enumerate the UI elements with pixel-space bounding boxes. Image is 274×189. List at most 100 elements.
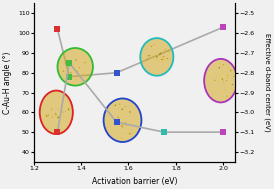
Point (159, 58, 164, 61)
Point (62, 124, 66, 127)
Point (53, 105, 57, 108)
X-axis label: Activation barrier (eV): Activation barrier (eV) (92, 177, 177, 186)
Point (57, 115, 61, 118)
Point (69, 71, 73, 74)
Point (147, 54, 151, 57)
Point (119, 137, 123, 140)
Point (109, 112, 113, 115)
Point (119, 112, 123, 115)
Point (74, 81, 78, 84)
Point (214, 70, 218, 74)
Point (73, 66, 78, 69)
Point (61, 70, 66, 73)
Point (224, 79, 229, 82)
Point (160, 58, 165, 61)
Point (50, 115, 54, 118)
Point (166, 50, 170, 53)
Point (121, 115, 125, 118)
Ellipse shape (58, 48, 93, 86)
Point (230, 83, 235, 86)
Point (123, 105, 127, 108)
Point (212, 86, 216, 89)
Point (157, 68, 161, 71)
Point (221, 80, 226, 83)
Point (212, 79, 217, 82)
Point (67, 106, 72, 109)
Point (156, 53, 160, 56)
Point (74, 78, 78, 81)
Point (221, 63, 226, 66)
Point (74, 70, 78, 73)
Point (220, 78, 225, 81)
Point (154, 58, 159, 61)
Y-axis label: Effective d-band center (eV): Effective d-band center (eV) (264, 33, 270, 132)
Point (157, 61, 161, 64)
Point (223, 88, 227, 91)
Point (152, 46, 157, 49)
Point (120, 132, 124, 135)
Point (71, 63, 75, 66)
Point (219, 74, 223, 77)
Point (232, 75, 236, 78)
Point (53, 117, 58, 120)
Point (73, 68, 78, 71)
Point (145, 57, 150, 60)
Point (66, 108, 71, 111)
Point (221, 74, 226, 77)
Point (225, 95, 229, 98)
Point (226, 74, 230, 77)
Point (128, 132, 132, 136)
Point (164, 44, 169, 47)
Point (56, 116, 60, 119)
Point (113, 104, 118, 107)
Point (77, 66, 82, 69)
Point (161, 55, 166, 58)
Point (148, 54, 152, 57)
Point (164, 48, 168, 51)
Point (206, 71, 211, 74)
Point (46, 114, 50, 117)
Point (116, 120, 120, 123)
Point (221, 90, 226, 93)
Point (61, 115, 65, 118)
Point (67, 107, 71, 110)
Point (111, 104, 115, 107)
Point (77, 61, 81, 64)
Point (157, 53, 161, 56)
Point (70, 60, 74, 64)
Point (62, 117, 67, 120)
Point (58, 101, 62, 105)
Point (81, 72, 85, 75)
Point (66, 63, 71, 66)
Y-axis label: C-Au-H angle (°): C-Au-H angle (°) (4, 51, 13, 114)
Point (64, 109, 68, 112)
Point (127, 132, 132, 135)
Point (54, 113, 58, 116)
Point (51, 116, 55, 119)
Point (45, 121, 50, 124)
Point (64, 62, 68, 65)
Point (75, 66, 79, 69)
Point (75, 70, 79, 73)
Point (83, 61, 87, 64)
Point (222, 82, 227, 85)
Point (152, 43, 156, 46)
Point (81, 59, 86, 62)
Point (44, 114, 49, 117)
Point (50, 121, 54, 124)
Point (120, 108, 124, 111)
Point (116, 116, 120, 119)
Point (223, 92, 227, 95)
Point (225, 77, 230, 80)
Point (158, 53, 162, 56)
Point (149, 45, 154, 48)
Ellipse shape (40, 91, 73, 134)
Ellipse shape (140, 38, 173, 76)
Point (61, 111, 65, 114)
Point (154, 58, 158, 61)
Point (123, 121, 128, 124)
Point (162, 49, 166, 52)
Point (115, 113, 119, 116)
Point (155, 56, 159, 59)
Point (73, 67, 78, 70)
